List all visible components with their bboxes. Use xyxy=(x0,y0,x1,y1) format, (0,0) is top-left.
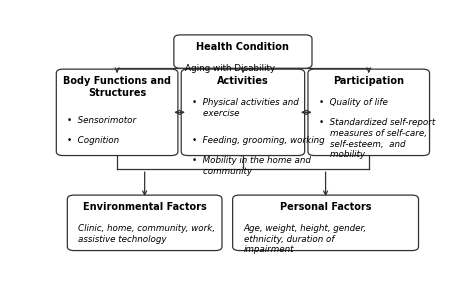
Text: •  Quality of life: • Quality of life xyxy=(319,98,388,107)
Text: Aging with Disability: Aging with Disability xyxy=(185,64,275,73)
Text: Clinic, home, community, work,
assistive technology: Clinic, home, community, work, assistive… xyxy=(78,224,216,244)
Text: •  Cognition: • Cognition xyxy=(67,136,119,145)
Text: Environmental Factors: Environmental Factors xyxy=(83,202,207,212)
Text: •  Feeding, grooming, working: • Feeding, grooming, working xyxy=(192,136,325,145)
FancyBboxPatch shape xyxy=(308,69,429,156)
FancyBboxPatch shape xyxy=(181,69,305,156)
Text: •  Standardized self-report
    measures of self-care,
    self-esteem,  and
   : • Standardized self-report measures of s… xyxy=(319,118,435,159)
FancyBboxPatch shape xyxy=(56,69,178,156)
Text: Participation: Participation xyxy=(333,76,404,86)
Text: •  Physical activities and
    exercise: • Physical activities and exercise xyxy=(192,98,299,118)
Text: •  Sensorimotor: • Sensorimotor xyxy=(67,116,137,125)
Text: Activities: Activities xyxy=(217,76,269,86)
FancyBboxPatch shape xyxy=(233,195,419,251)
Text: Health Condition: Health Condition xyxy=(197,42,289,51)
FancyBboxPatch shape xyxy=(67,195,222,251)
FancyBboxPatch shape xyxy=(174,35,312,68)
Text: Personal Factors: Personal Factors xyxy=(280,202,371,212)
Text: Body Functions and
Structures: Body Functions and Structures xyxy=(63,76,171,98)
Text: Age, weight, height, gender,
ethnicity, duration of
impairment: Age, weight, height, gender, ethnicity, … xyxy=(244,224,367,255)
Text: •  Mobility in the home and
    community: • Mobility in the home and community xyxy=(192,156,311,176)
